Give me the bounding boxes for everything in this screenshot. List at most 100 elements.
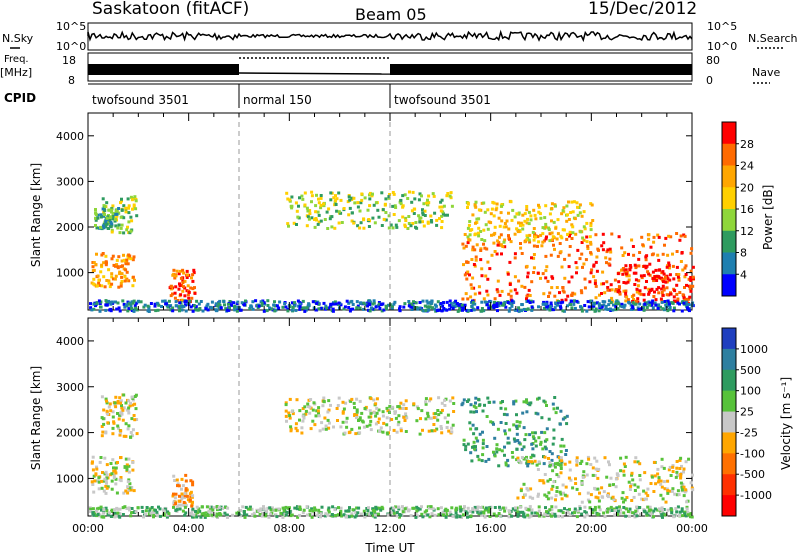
data-cell <box>134 306 138 310</box>
data-cell <box>674 507 678 510</box>
data-cell <box>489 212 493 216</box>
data-cell <box>334 514 338 517</box>
data-cell <box>409 514 413 518</box>
data-cell <box>574 261 578 265</box>
data-cell <box>638 251 642 254</box>
data-cell <box>564 449 568 452</box>
data-cell <box>537 492 540 496</box>
data-cell <box>171 306 175 310</box>
data-cell <box>554 462 557 466</box>
data-cell <box>165 513 169 517</box>
data-cell <box>463 233 467 236</box>
data-cell <box>508 283 512 286</box>
data-cell <box>301 299 305 303</box>
data-cell <box>631 245 635 248</box>
data-cell <box>471 245 475 249</box>
data-cell <box>113 515 117 519</box>
data-cell <box>420 194 423 198</box>
data-cell <box>206 302 210 306</box>
data-cell <box>655 287 659 291</box>
data-cell <box>469 451 473 455</box>
data-cell <box>98 309 102 313</box>
data-cell <box>560 515 564 519</box>
data-cell <box>431 192 435 196</box>
data-cell <box>104 299 108 303</box>
data-cell <box>331 307 335 311</box>
data-cell <box>503 453 506 457</box>
data-cell <box>418 507 422 511</box>
data-cell <box>119 281 123 285</box>
data-cell <box>440 309 444 313</box>
data-cell <box>643 286 647 290</box>
data-cell <box>551 469 555 473</box>
data-cell <box>537 460 541 464</box>
nave-tick-high: 80 <box>706 54 720 67</box>
data-cell <box>449 302 453 305</box>
data-cell <box>94 304 97 308</box>
data-cell <box>478 291 482 295</box>
x-tick-label: 16:00 <box>475 522 507 535</box>
data-cell <box>536 511 540 515</box>
data-cell <box>642 489 646 493</box>
data-cell <box>652 509 656 513</box>
data-cell <box>543 431 547 435</box>
cpid-segment-label: normal 150 <box>243 93 312 107</box>
data-cell <box>440 198 444 202</box>
data-cell <box>485 247 489 251</box>
data-cell <box>476 505 480 509</box>
data-cell <box>470 258 474 261</box>
data-cell <box>426 414 430 418</box>
data-cell <box>381 410 385 414</box>
data-cell <box>224 307 228 311</box>
data-cell <box>330 513 334 516</box>
data-cell <box>181 289 185 293</box>
data-cell <box>356 224 360 228</box>
data-cell <box>118 396 122 400</box>
data-cell <box>657 235 661 239</box>
data-cell <box>402 403 406 407</box>
data-cell <box>545 305 549 309</box>
data-cell <box>123 275 127 279</box>
data-cell <box>382 217 386 221</box>
data-cell <box>691 301 695 305</box>
data-cell <box>374 201 378 205</box>
data-cell <box>597 309 601 313</box>
data-cell <box>313 218 316 221</box>
data-cell <box>117 285 121 289</box>
data-cell <box>330 225 334 229</box>
data-cell <box>546 513 550 516</box>
data-cell <box>117 306 121 310</box>
data-cell <box>642 509 646 513</box>
data-cell <box>449 191 453 195</box>
data-cell <box>516 514 520 518</box>
data-cell <box>530 305 534 309</box>
data-cell <box>647 292 651 296</box>
data-cell <box>408 190 411 194</box>
data-cell <box>354 514 358 518</box>
data-cell <box>675 265 679 269</box>
y-tick-label: 1000 <box>56 267 84 280</box>
data-cell <box>266 299 270 303</box>
data-cell <box>442 513 445 517</box>
data-cell <box>582 262 586 266</box>
data-cell <box>127 406 131 410</box>
data-cell <box>573 507 577 511</box>
data-cell <box>169 294 173 298</box>
data-cell <box>99 505 103 509</box>
data-cell <box>627 480 631 484</box>
data-cell <box>235 309 239 313</box>
data-cell <box>303 306 307 310</box>
data-cell <box>639 292 643 296</box>
data-cell <box>583 227 587 231</box>
data-cell <box>654 303 658 307</box>
data-cell <box>552 428 556 432</box>
data-cell <box>686 510 690 514</box>
data-cell <box>560 459 564 463</box>
data-cell <box>401 204 405 208</box>
data-cell <box>504 305 508 309</box>
data-cell <box>472 263 476 266</box>
data-cell <box>296 505 299 509</box>
data-cell <box>187 290 191 294</box>
data-cell <box>368 204 372 208</box>
data-cell <box>507 515 511 519</box>
